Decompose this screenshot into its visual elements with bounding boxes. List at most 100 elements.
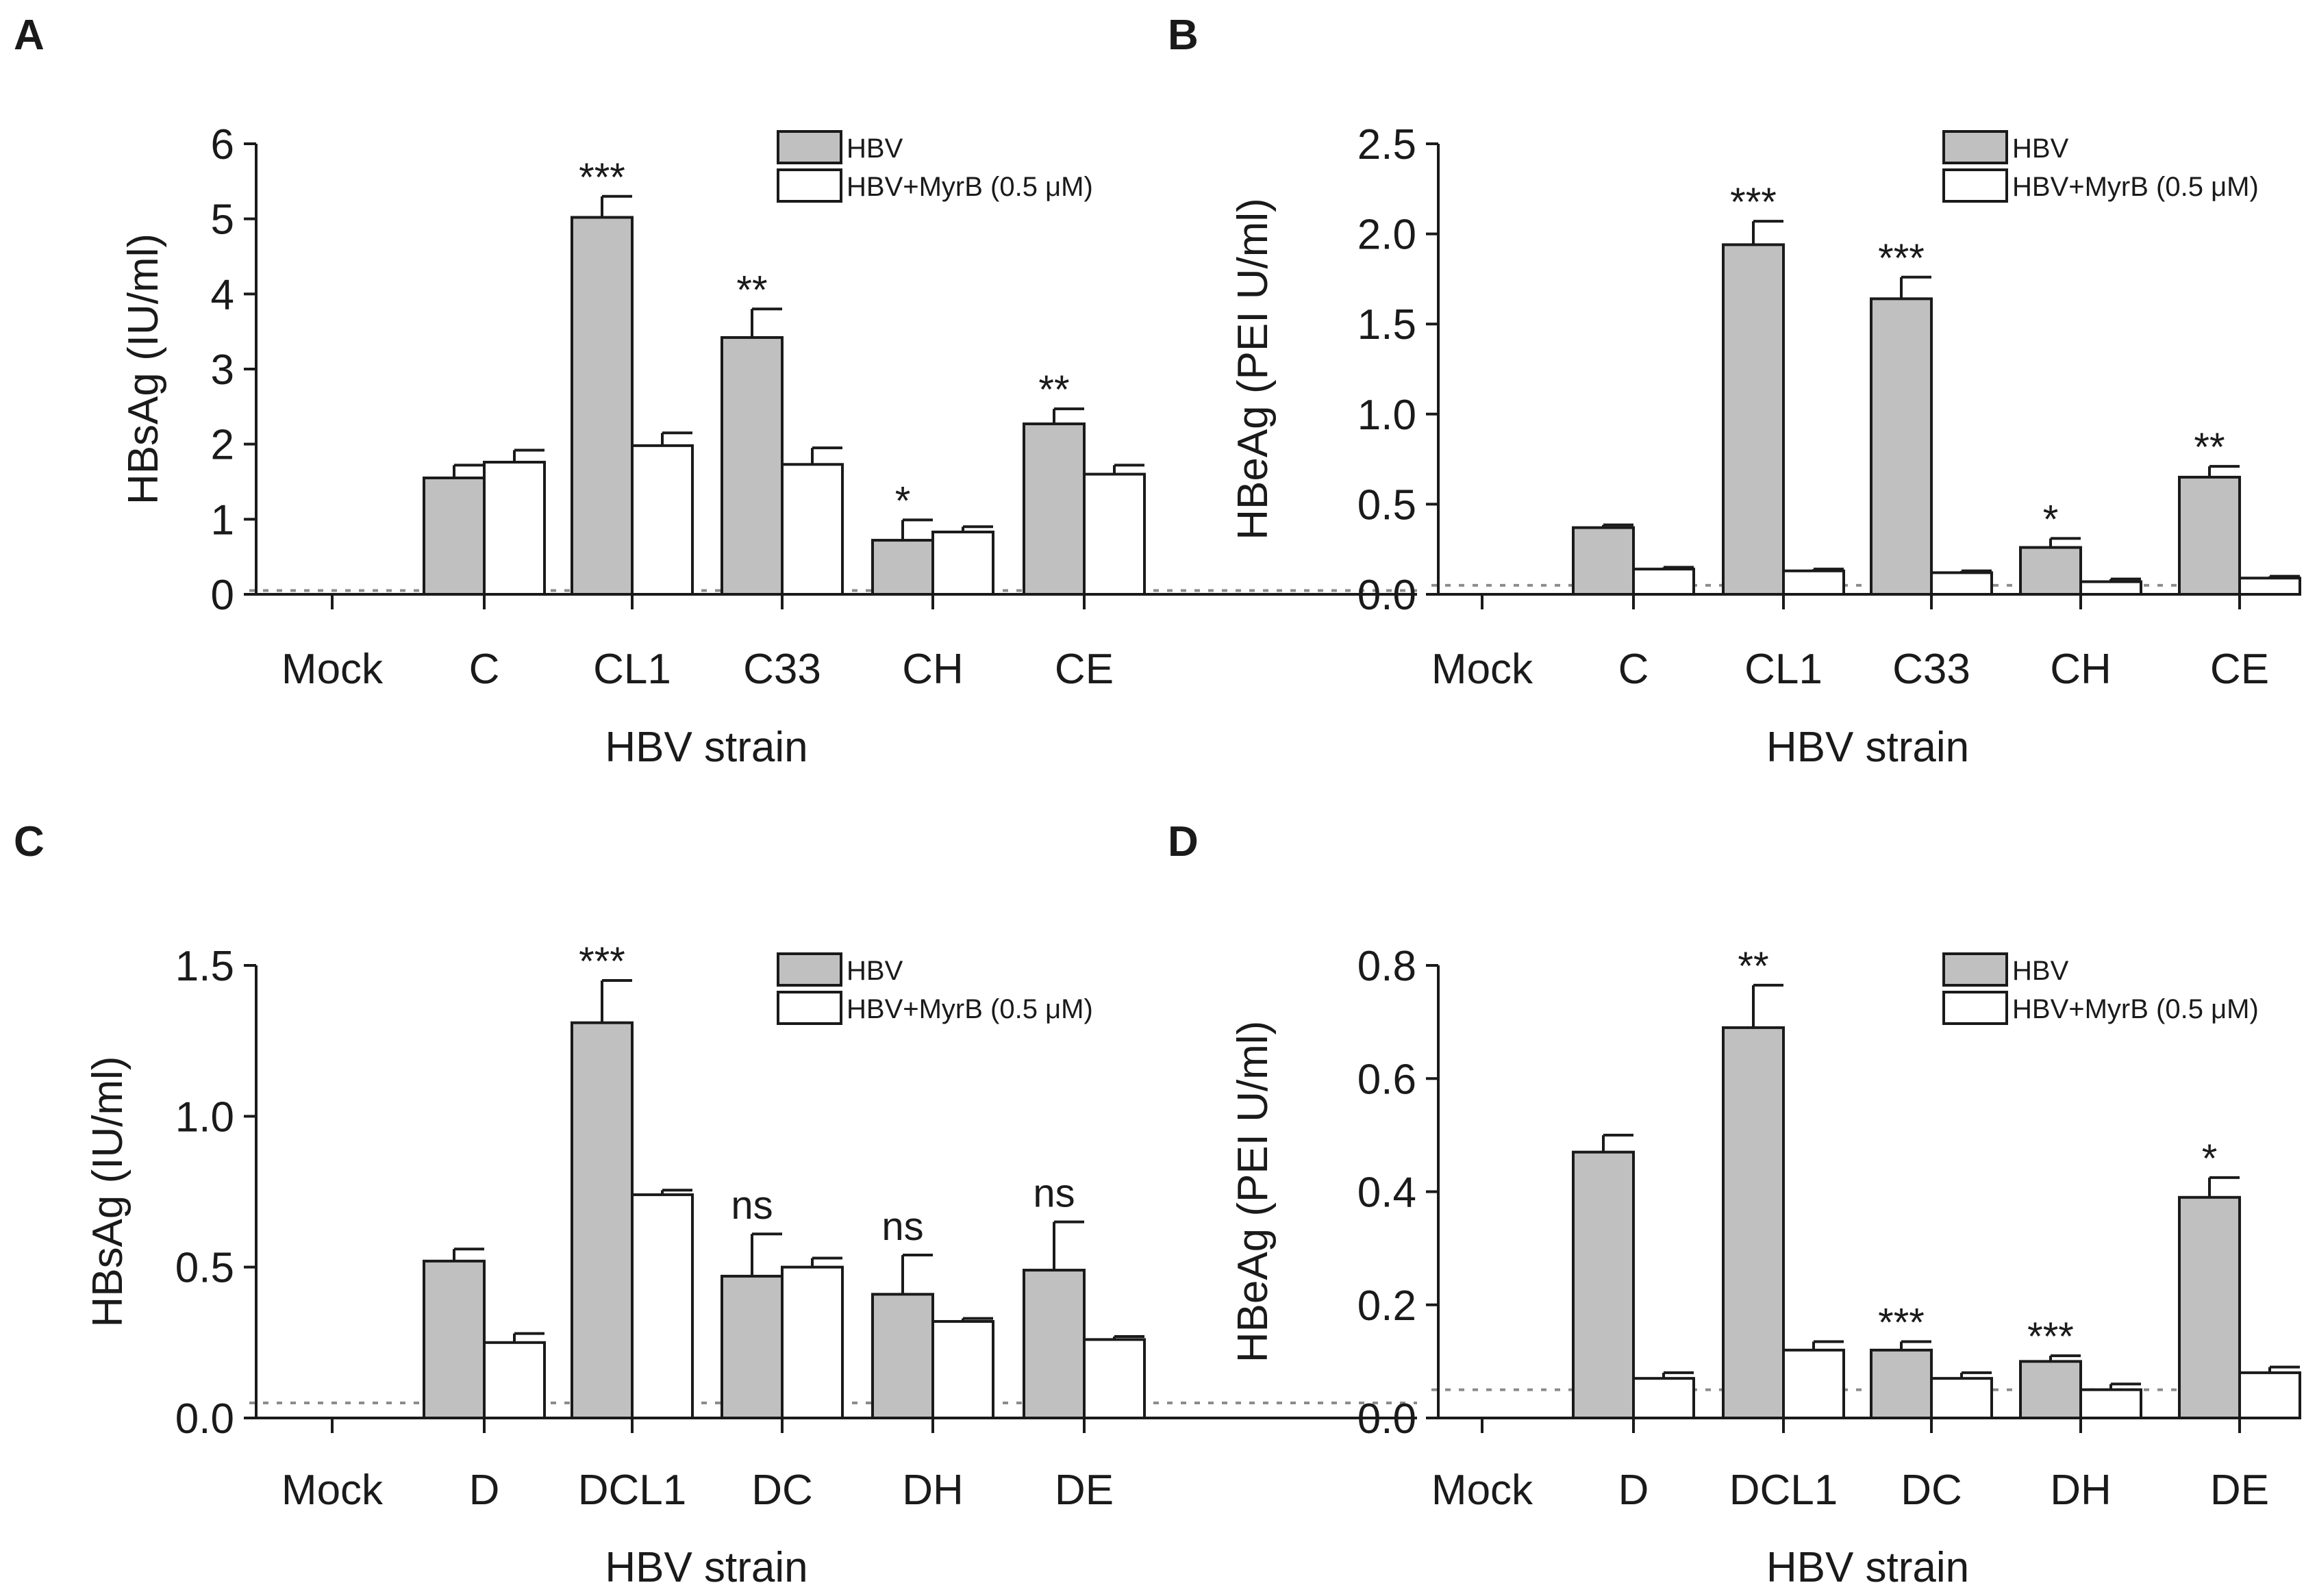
legend-label-hbv-myrb: HBV+MyrB (0.5 μM) (847, 994, 1093, 1024)
significance-label: ns (1033, 1171, 1075, 1216)
bar-hbv (871, 1293, 934, 1419)
bar-hbv-myrb (781, 1265, 844, 1419)
y-axis-label: HBsAg (IU/ml) (120, 233, 167, 505)
x-tick-label: CL1 (1744, 646, 1823, 693)
significance-label: ns (881, 1204, 923, 1249)
x-tick-label: DC (1901, 1467, 1962, 1514)
y-tick-label: 6 (211, 121, 234, 168)
significance-label: ** (736, 268, 767, 312)
y-tick-label: 2.5 (1357, 121, 1416, 168)
significance-label: *** (1730, 180, 1777, 225)
significance-label: ns (731, 1183, 773, 1228)
x-tick-label: CL1 (593, 646, 671, 693)
y-axis-label: HBeAg (PEI U/ml) (1229, 1021, 1277, 1363)
bar-hbv-myrb (483, 460, 546, 596)
bar-hbv-myrb (1083, 1338, 1146, 1419)
bar-hbv-myrb (2238, 577, 2301, 596)
panel-label: A (14, 12, 45, 59)
legend-label-hbv: HBV (2012, 956, 2069, 986)
x-tick-label: C (469, 646, 500, 693)
bar-hbv (2019, 546, 2082, 596)
significance-label: ** (1038, 368, 1069, 412)
significance-label: *** (1878, 1300, 1925, 1345)
legend: HBV HBV+MyrB (0.5 μM) (777, 130, 1093, 203)
x-tick-label: D (1618, 1467, 1649, 1514)
legend: HBV HBV+MyrB (0.5 μM) (1942, 130, 2259, 203)
legend-swatch-hbv-myrb (1942, 168, 2008, 203)
bar-hbv (721, 335, 784, 596)
legend-label-hbv: HBV (847, 134, 903, 164)
bar-hbv (1722, 1026, 1785, 1419)
x-tick-label: Mock (1431, 1467, 1533, 1514)
panel-label: B (1168, 12, 1199, 59)
bar-hbv (1870, 1348, 1933, 1419)
y-tick-label: 2.0 (1357, 212, 1416, 259)
bar-hbv (721, 1274, 784, 1420)
y-tick-label: 0.5 (1357, 481, 1416, 529)
bar-hbv-myrb (1930, 1377, 1993, 1419)
bar-hbv (1722, 243, 1785, 596)
bar-hbv-myrb (631, 1193, 694, 1419)
x-tick-label: C33 (743, 646, 821, 693)
bar-hbv (1023, 1269, 1086, 1420)
y-tick-label: 1.0 (1357, 392, 1416, 439)
x-tick-label: CH (2050, 646, 2112, 693)
x-tick-label: DH (902, 1467, 964, 1514)
significance-label: *** (579, 939, 625, 984)
significance-label: *** (579, 155, 625, 200)
x-axis-label: HBV strain (1766, 724, 1969, 771)
bar-hbv-myrb (483, 1341, 546, 1420)
x-tick-label: C (1618, 646, 1649, 693)
legend-swatch-hbv-myrb (1942, 991, 2008, 1025)
significance-label: * (2043, 497, 2059, 542)
legend-swatch-hbv-myrb (777, 168, 842, 203)
bar-hbv (2178, 475, 2241, 596)
y-tick-label: 4 (211, 271, 234, 318)
bar-hbv (423, 1259, 486, 1420)
x-tick-label: DH (2050, 1467, 2112, 1514)
x-tick-label: Mock (281, 1467, 384, 1514)
bar-hbv-myrb (631, 444, 694, 596)
significance-label: *** (2027, 1315, 2074, 1359)
bar-hbv-myrb (781, 463, 844, 596)
x-tick-label: CE (1055, 646, 1114, 693)
significance-label: ** (2194, 425, 2225, 470)
y-tick-label: 1.5 (175, 943, 234, 990)
y-tick-label: 2 (211, 422, 234, 469)
bar-hbv (423, 477, 486, 596)
y-tick-label: 5 (211, 197, 234, 244)
y-tick-label: 1.5 (1357, 301, 1416, 349)
bar-hbv (1870, 297, 1933, 596)
bar-hbv-myrb (1632, 568, 1695, 596)
x-tick-label: CE (2210, 646, 2269, 693)
y-tick-label: 0.2 (1357, 1282, 1416, 1330)
panel-d: D 0.0 0.2 0.4 0.6 0.8 Mock D DCL1 ** DC *** DH *** DE *… (1168, 818, 2301, 1591)
x-tick-label: DE (2210, 1467, 2269, 1514)
bar-hbv (871, 539, 934, 596)
x-tick-label: DCL1 (1729, 1467, 1838, 1514)
legend-label-hbv: HBV (847, 956, 903, 986)
y-tick-label: 0.6 (1357, 1056, 1416, 1103)
x-tick-label: CH (902, 646, 964, 693)
y-axis-label: HBsAg (IU/ml) (84, 1056, 131, 1327)
bar-hbv-myrb (1782, 569, 1845, 596)
y-tick-label: 0.8 (1357, 943, 1416, 990)
bar-hbv-myrb (931, 1319, 994, 1420)
y-tick-label: 0.0 (1357, 1395, 1416, 1443)
bar-hbv (1572, 526, 1635, 596)
panel-a: A 0 1 2 3 4 5 6 Mock C CL1 *** C33 ** CH * CE ** HBsAg (IU… (14, 12, 1417, 771)
bar-hbv (1572, 1150, 1635, 1419)
bar-hbv-myrb (1083, 472, 1146, 596)
legend: HBV HBV+MyrB (0.5 μM) (1942, 952, 2259, 1025)
bar-hbv (1023, 422, 1086, 596)
bar-hbv-myrb (2079, 580, 2142, 596)
x-axis-label: HBV strain (1766, 1544, 1969, 1591)
bar-hbv-myrb (2079, 1388, 2142, 1419)
y-tick-label: 0.0 (175, 1395, 234, 1443)
bar-hbv-myrb (931, 530, 994, 596)
panel-label: C (14, 818, 45, 865)
y-axis-label: HBeAg (PEI U/ml) (1229, 198, 1277, 540)
bar-hbv-myrb (1930, 571, 1993, 596)
legend-swatch-hbv (777, 952, 842, 987)
